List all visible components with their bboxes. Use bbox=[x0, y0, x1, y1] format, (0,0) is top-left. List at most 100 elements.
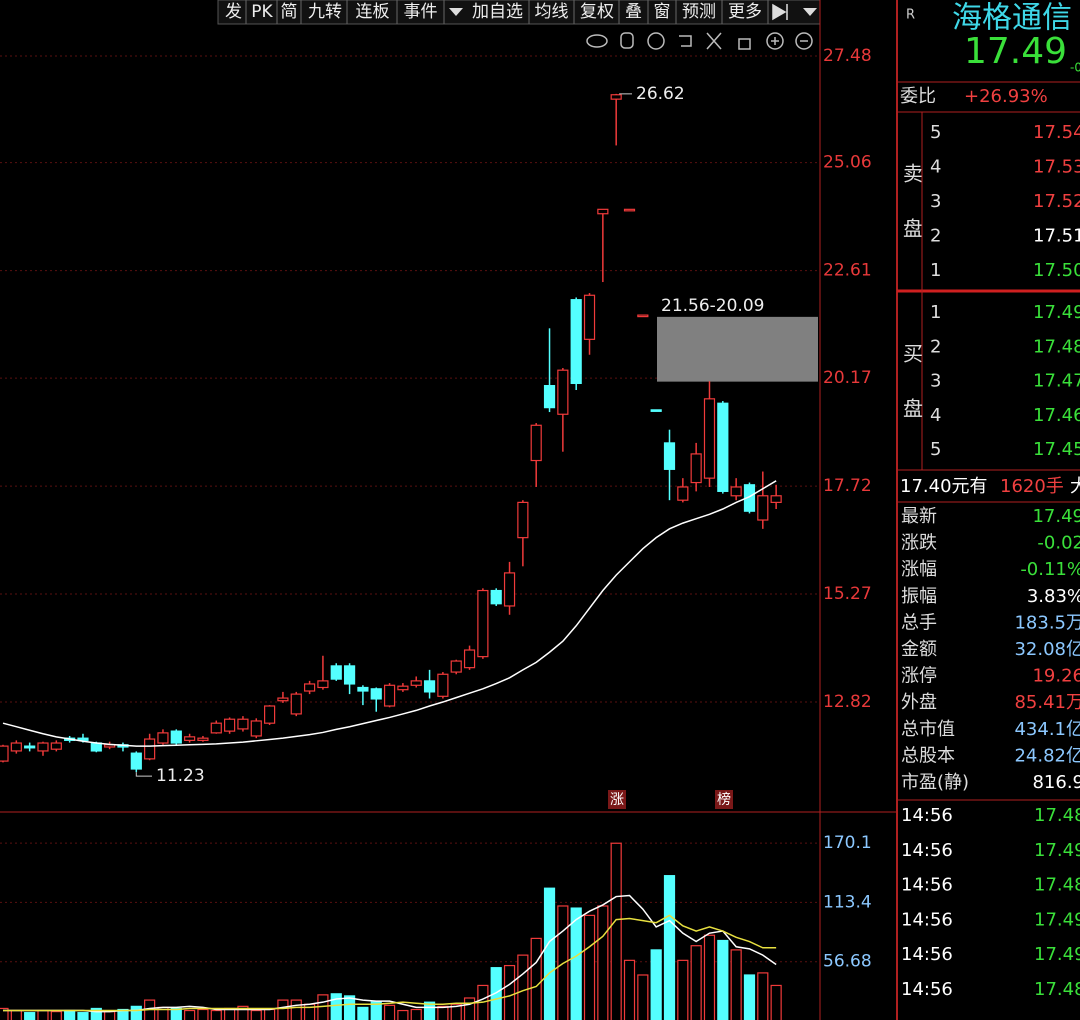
volume-bar bbox=[383, 1004, 396, 1020]
stock-tag: R bbox=[906, 8, 915, 23]
volume-bar bbox=[130, 1005, 142, 1020]
y-tick-label: 12.82 bbox=[823, 692, 872, 712]
candle-body bbox=[610, 94, 622, 100]
weibi-label: 委比 bbox=[900, 86, 936, 107]
level-number: 1 bbox=[930, 260, 941, 281]
candle-body bbox=[530, 424, 542, 462]
candle-body bbox=[370, 688, 382, 700]
volume-bar bbox=[717, 939, 729, 1020]
eye-icon[interactable] bbox=[586, 34, 608, 48]
toolbar-button[interactable]: 预测 bbox=[682, 2, 716, 22]
candle-body bbox=[517, 501, 529, 539]
last-price: 17.49 bbox=[964, 31, 1067, 72]
candle-body bbox=[477, 589, 489, 658]
stat-label: 总股本 bbox=[901, 745, 955, 766]
volume-bar bbox=[0, 1007, 9, 1020]
volume-ma10 bbox=[3, 914, 777, 1012]
volume-bar bbox=[757, 972, 769, 1020]
toolbar-button[interactable]: 简 bbox=[281, 2, 298, 22]
volume-bar bbox=[343, 995, 356, 1020]
stat-label: 最新 bbox=[901, 506, 937, 527]
toolbar-button[interactable]: 连板 bbox=[356, 2, 390, 22]
candle-body bbox=[250, 720, 262, 737]
weibi-value: +26.93% bbox=[964, 86, 1048, 107]
toolbar-button[interactable]: 事件 bbox=[404, 2, 438, 22]
volume-bar bbox=[543, 887, 556, 1020]
high-label: 26.62 bbox=[636, 84, 685, 104]
level-price: 17.47 bbox=[1033, 371, 1080, 392]
volume-bar bbox=[64, 1009, 76, 1020]
play-icon[interactable] bbox=[647, 32, 665, 50]
candle-body bbox=[410, 680, 422, 686]
zoom-out-icon[interactable] bbox=[795, 32, 813, 50]
candle-body bbox=[10, 742, 22, 752]
level-price: 17.50 bbox=[1033, 260, 1080, 281]
volume-bar bbox=[104, 1010, 116, 1020]
toolbar-button[interactable]: 加自选 bbox=[472, 2, 523, 22]
volume-bar bbox=[770, 984, 782, 1020]
toolbar-button[interactable]: 更多 bbox=[728, 2, 762, 22]
candle-body bbox=[770, 495, 782, 503]
undo-icon[interactable] bbox=[679, 35, 692, 47]
volume-bar bbox=[663, 875, 676, 1020]
trade-price: 17.48 bbox=[1034, 875, 1080, 896]
volume-bar bbox=[410, 1008, 422, 1020]
candle-body bbox=[50, 742, 62, 750]
candle-body bbox=[184, 736, 196, 741]
volume-bar bbox=[437, 1005, 449, 1020]
candle-body bbox=[503, 572, 516, 607]
candle-body bbox=[77, 737, 89, 741]
level-price: 17.45 bbox=[1033, 439, 1080, 460]
volume-bar bbox=[117, 1008, 129, 1020]
price-zone bbox=[657, 316, 818, 382]
volume-bar bbox=[677, 959, 689, 1020]
stat-label: 涨停 bbox=[901, 666, 937, 687]
volume-bar bbox=[423, 1001, 436, 1020]
candle-body bbox=[277, 697, 289, 702]
trade-time: 14:56 bbox=[901, 875, 953, 896]
y-tick-label: 22.61 bbox=[823, 261, 872, 281]
candle-body bbox=[637, 314, 649, 318]
toolbar-button[interactable]: 复权 bbox=[580, 2, 614, 22]
volume-bar bbox=[237, 1005, 249, 1020]
trade-price: 17.49 bbox=[1034, 944, 1080, 965]
trade-time: 14:56 bbox=[901, 840, 953, 861]
lock-icon[interactable] bbox=[738, 38, 751, 50]
cut-icon[interactable] bbox=[706, 32, 722, 50]
stat-value: 434.1亿 bbox=[1014, 719, 1080, 740]
zoom-in-icon[interactable] bbox=[766, 32, 784, 50]
low-label: 11.23 bbox=[156, 766, 205, 786]
toolbar-button[interactable]: PK bbox=[251, 2, 273, 22]
stat-label: 市盈(静) bbox=[901, 772, 969, 793]
hand-icon[interactable] bbox=[620, 32, 634, 49]
stat-label: 振幅 bbox=[901, 586, 937, 607]
stat-label: 外盘 bbox=[901, 692, 937, 713]
candle-body bbox=[343, 665, 356, 685]
candle-body bbox=[703, 398, 716, 479]
trade-price: 17.48 bbox=[1034, 805, 1080, 826]
volume-bar bbox=[597, 905, 609, 1020]
volume-bar bbox=[397, 1009, 409, 1020]
volume-bar bbox=[170, 1007, 182, 1020]
marker: 榜 bbox=[717, 791, 731, 808]
toolbar-button[interactable]: 九转 bbox=[308, 2, 342, 22]
toolbar-button[interactable]: 叠 bbox=[625, 2, 642, 22]
stock-name: 海格通信 bbox=[952, 1, 1072, 36]
candle-body bbox=[144, 738, 156, 760]
candle-body bbox=[197, 737, 209, 741]
candle-body bbox=[224, 718, 236, 732]
candle-body bbox=[623, 208, 636, 212]
stat-value: 183.5万 bbox=[1014, 612, 1080, 633]
volume-tick-label: 113.4 bbox=[823, 892, 872, 912]
toolbar-button[interactable]: 均线 bbox=[535, 2, 569, 22]
toolbar-button[interactable]: 发 bbox=[225, 2, 242, 22]
level-number: 5 bbox=[930, 439, 941, 460]
toolbar-button[interactable]: 窗 bbox=[654, 2, 671, 22]
end-icon[interactable] bbox=[772, 3, 788, 21]
volume-bar bbox=[10, 1009, 22, 1020]
candle-body bbox=[463, 649, 476, 669]
volume-bar bbox=[24, 1012, 36, 1020]
candle-body bbox=[597, 208, 609, 215]
candle-body bbox=[450, 660, 462, 673]
